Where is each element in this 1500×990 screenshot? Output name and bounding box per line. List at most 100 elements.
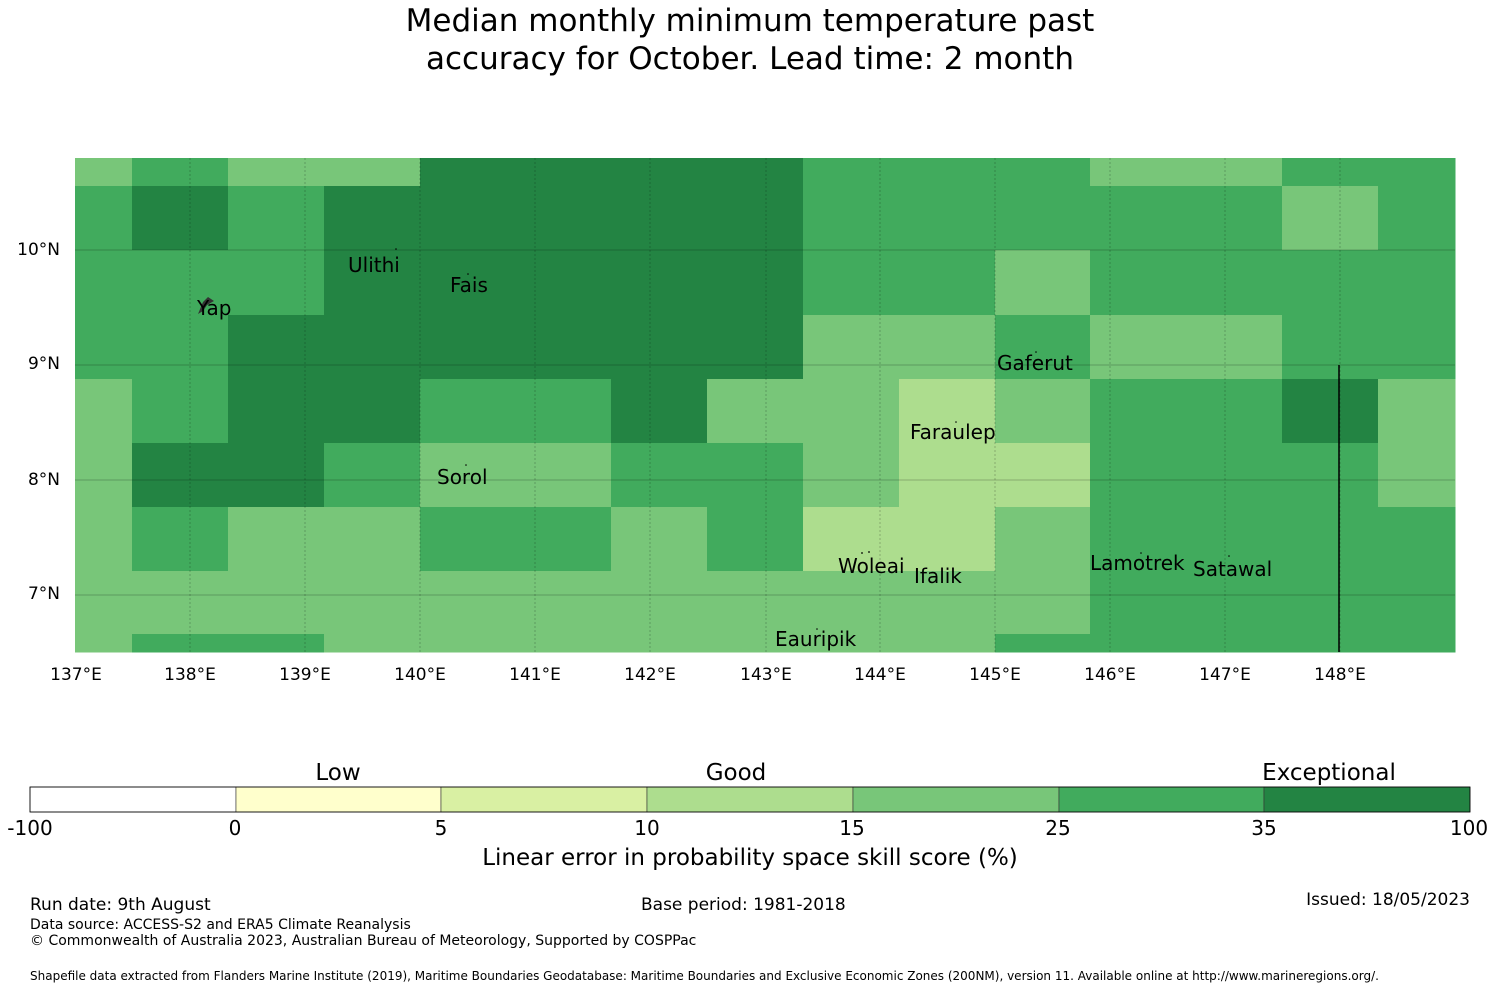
grid-cell xyxy=(228,443,325,508)
grid-cell xyxy=(707,634,804,653)
grid-cell xyxy=(324,379,421,444)
grid-cell xyxy=(132,186,229,251)
grid-cell xyxy=(228,507,325,572)
grid-cell xyxy=(1378,507,1456,572)
grid-cell xyxy=(324,250,421,316)
grid-cell xyxy=(515,379,612,444)
grid-cell xyxy=(1090,379,1187,444)
island-label-yap: Yap xyxy=(197,296,232,320)
grid-cell xyxy=(132,315,229,380)
satawal-marker xyxy=(1228,555,1230,557)
colorbar-segment xyxy=(440,786,648,813)
grid-cell xyxy=(1282,315,1379,380)
lamotrek-marker xyxy=(1140,552,1142,554)
lon-label-145e: 145°E xyxy=(969,665,1021,685)
grid-cell xyxy=(420,315,516,380)
colorbar-title: Linear error in probability space skill … xyxy=(482,845,1018,871)
grid-cell xyxy=(899,379,996,444)
grid-cell xyxy=(1090,186,1187,251)
grid-cell xyxy=(899,571,996,635)
colorbar-tick-5: 5 xyxy=(434,816,448,840)
grid-cell xyxy=(324,634,421,653)
colorbar-outline xyxy=(29,786,1471,813)
grid-cell xyxy=(420,250,516,316)
grid-cell xyxy=(1282,443,1379,508)
grid-cell xyxy=(1090,250,1187,316)
grid-cell xyxy=(899,507,996,572)
lon-label-143e: 143°E xyxy=(740,665,792,685)
lon-label-140e: 140°E xyxy=(394,665,446,685)
grid-cell xyxy=(228,158,325,187)
grid-cell xyxy=(803,571,900,635)
colorbar-tick-25: 25 xyxy=(1045,816,1071,840)
grid-cell xyxy=(75,186,133,251)
legend-category-low: Low xyxy=(315,760,361,786)
grid-cell xyxy=(995,571,1091,635)
grid-cell xyxy=(75,250,133,316)
colorbar-segment xyxy=(646,786,854,813)
grid-cell xyxy=(420,186,516,251)
woleai-marker-2 xyxy=(868,551,870,553)
grid-cell xyxy=(420,571,516,635)
grid-cell xyxy=(1378,250,1456,316)
grid-cell xyxy=(611,186,708,251)
grid-cell xyxy=(75,443,133,508)
grid-cell xyxy=(1378,186,1456,251)
grid-cell xyxy=(1378,379,1456,444)
grid-cell xyxy=(707,507,804,572)
grid-cell xyxy=(228,634,325,653)
grid-cell xyxy=(899,158,996,187)
grid-cell xyxy=(132,379,229,444)
grid-cell xyxy=(420,443,516,508)
grid-cell xyxy=(132,507,229,572)
grid-cell xyxy=(803,634,900,653)
colorbar-segment xyxy=(1058,786,1265,813)
colorbar-segment xyxy=(235,786,442,813)
grid-cell xyxy=(1282,571,1379,635)
grid-cell xyxy=(324,507,421,572)
grid-cell xyxy=(707,315,804,380)
grid-cell xyxy=(611,507,708,572)
skill-grid xyxy=(75,158,1456,653)
grid-cell xyxy=(324,443,421,508)
colorbar-tick-minus100: -100 xyxy=(7,816,53,840)
grid-cell xyxy=(420,634,516,653)
grid-cell xyxy=(995,158,1091,187)
grid-cell xyxy=(515,250,612,316)
issued-date: Issued: 18/05/2023 xyxy=(1306,890,1470,910)
grid-cell xyxy=(707,443,804,508)
lat-label-9n: 9°N xyxy=(27,354,60,374)
grid-cell xyxy=(995,507,1091,572)
grid-cell xyxy=(1090,158,1187,187)
grid-cell xyxy=(899,634,996,653)
island-label-satawal: Satawal xyxy=(1193,557,1273,581)
yap-island-shape xyxy=(198,297,214,314)
grid-cell xyxy=(707,571,804,635)
grid-cell xyxy=(75,634,133,653)
grid-cell xyxy=(1378,443,1456,508)
lat-label-7n: 7°N xyxy=(27,584,60,604)
grid-cell xyxy=(75,571,133,635)
grid-cell xyxy=(1282,186,1379,251)
grid-cell xyxy=(75,379,133,444)
grid-cell xyxy=(611,158,708,187)
lon-label-148e: 148°E xyxy=(1314,665,1366,685)
fais-marker xyxy=(467,273,469,275)
grid-cell xyxy=(1090,507,1187,572)
grid-cell xyxy=(420,379,516,444)
lon-label-138e: 138°E xyxy=(164,665,216,685)
grid-cell xyxy=(1186,571,1283,635)
grid-cell xyxy=(803,186,900,251)
legend-category-exceptional: Exceptional xyxy=(1262,760,1396,786)
eauripik-marker xyxy=(816,628,818,630)
colorbar-segment xyxy=(852,786,1060,813)
grid-cell xyxy=(995,186,1091,251)
grid-cell xyxy=(803,158,900,187)
copyright: © Commonwealth of Australia 2023, Austra… xyxy=(30,933,697,949)
grid-cell xyxy=(324,158,421,187)
island-label-gaferut: Gaferut xyxy=(997,351,1073,375)
grid-cell xyxy=(228,186,325,251)
island-label-woleai: Woleai xyxy=(838,554,905,578)
grid-cell xyxy=(803,443,900,508)
